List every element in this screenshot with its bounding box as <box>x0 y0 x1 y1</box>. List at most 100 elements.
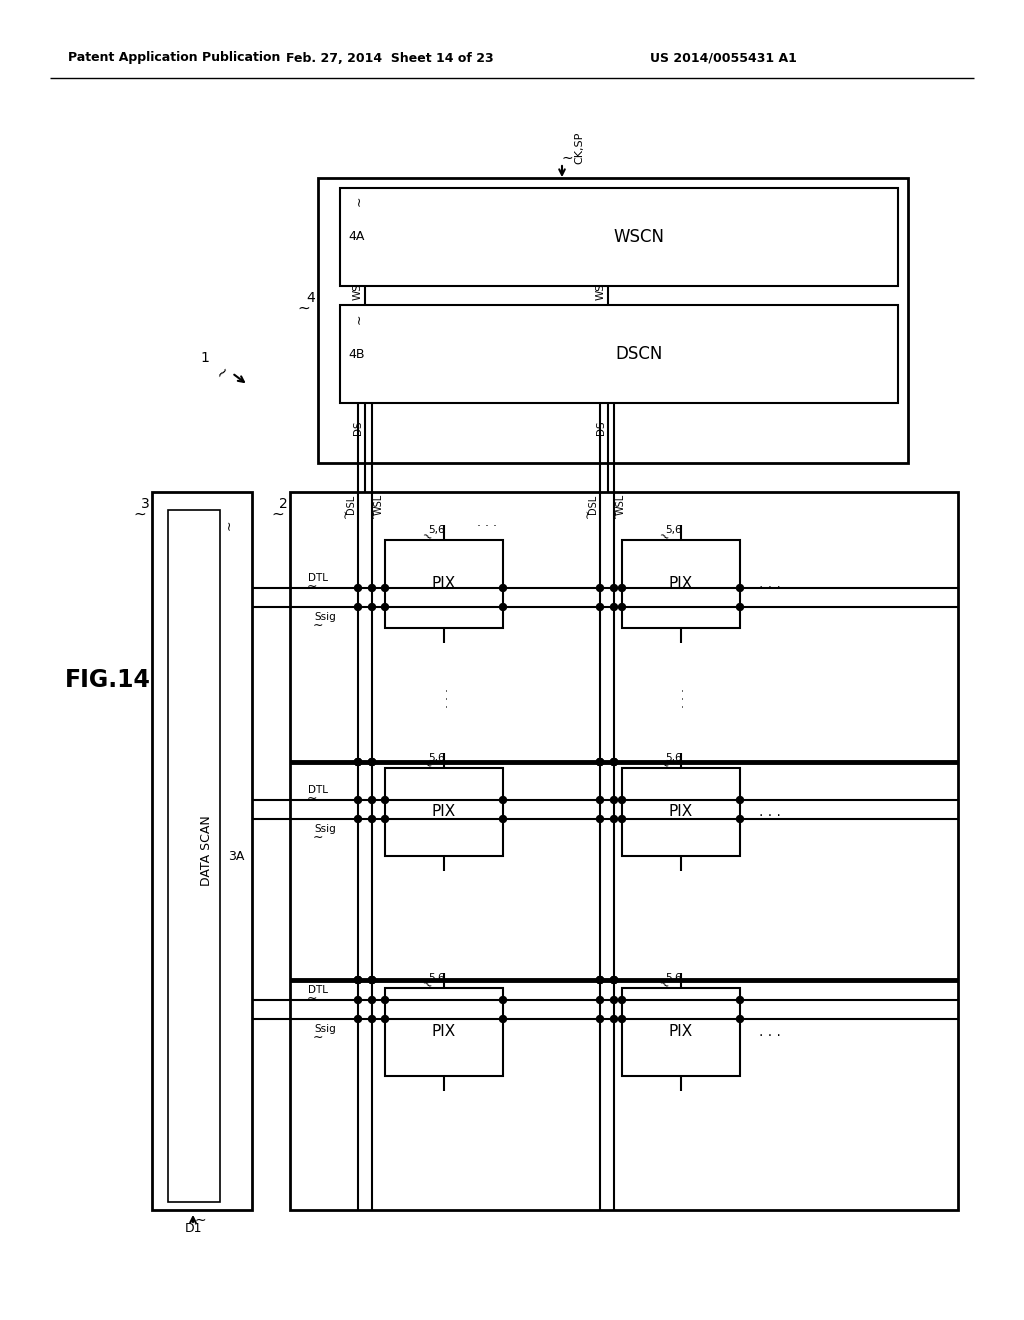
Text: ∼: ∼ <box>307 792 317 804</box>
Circle shape <box>369 585 376 591</box>
Circle shape <box>736 1015 743 1023</box>
Circle shape <box>736 997 743 1003</box>
Text: 4A: 4A <box>348 231 365 243</box>
Circle shape <box>597 585 603 591</box>
Text: PIX: PIX <box>432 577 456 591</box>
Circle shape <box>736 585 743 591</box>
Text: Ssig: Ssig <box>314 1024 336 1034</box>
Text: ∼: ∼ <box>307 579 317 593</box>
Text: DS: DS <box>353 421 362 436</box>
Circle shape <box>610 759 617 766</box>
Text: 5,6: 5,6 <box>665 525 682 535</box>
Text: ∼: ∼ <box>561 150 572 165</box>
Text: 2: 2 <box>280 498 288 511</box>
Text: ∼: ∼ <box>583 508 593 517</box>
Circle shape <box>597 796 603 804</box>
Circle shape <box>597 759 603 766</box>
Circle shape <box>597 603 603 610</box>
Bar <box>622 987 740 1076</box>
Circle shape <box>369 603 376 610</box>
Circle shape <box>736 603 743 610</box>
Circle shape <box>382 603 388 610</box>
Text: Feb. 27, 2014  Sheet 14 of 23: Feb. 27, 2014 Sheet 14 of 23 <box>286 51 494 65</box>
Circle shape <box>369 1015 376 1023</box>
Text: US 2014/0055431 A1: US 2014/0055431 A1 <box>650 51 797 65</box>
Text: CK,SP: CK,SP <box>574 132 584 164</box>
Circle shape <box>369 759 376 766</box>
Text: Ssig: Ssig <box>314 824 336 834</box>
Circle shape <box>354 977 361 983</box>
Circle shape <box>354 997 361 1003</box>
Circle shape <box>618 585 626 591</box>
Text: DSL: DSL <box>346 495 356 513</box>
Circle shape <box>610 977 617 983</box>
Circle shape <box>597 1015 603 1023</box>
Circle shape <box>610 816 617 822</box>
Circle shape <box>369 997 376 1003</box>
Text: DTL: DTL <box>308 573 328 583</box>
Text: . . .: . . . <box>675 688 687 708</box>
Text: DTL: DTL <box>308 985 328 995</box>
Text: PIX: PIX <box>669 804 693 820</box>
Text: ∼: ∼ <box>212 362 231 381</box>
Circle shape <box>610 1015 617 1023</box>
Bar <box>340 305 898 403</box>
Text: FIG.14: FIG.14 <box>66 668 151 692</box>
Text: DS: DS <box>596 421 606 436</box>
Text: 5,6: 5,6 <box>428 525 444 535</box>
Text: Patent Application Publication: Patent Application Publication <box>68 51 281 65</box>
Text: PIX: PIX <box>432 1024 456 1040</box>
Text: ∼: ∼ <box>419 977 434 993</box>
Circle shape <box>500 997 507 1003</box>
Circle shape <box>369 977 376 983</box>
Circle shape <box>382 585 388 591</box>
Text: 1: 1 <box>201 351 210 366</box>
Circle shape <box>500 796 507 804</box>
Circle shape <box>736 796 743 804</box>
Text: PIX: PIX <box>669 1024 693 1040</box>
Text: DSL: DSL <box>588 495 598 513</box>
Text: ∼: ∼ <box>655 529 671 545</box>
Text: ∼: ∼ <box>419 529 434 545</box>
Circle shape <box>354 977 361 983</box>
Circle shape <box>597 997 603 1003</box>
Circle shape <box>369 796 376 804</box>
Text: . . .: . . . <box>759 577 781 591</box>
Circle shape <box>354 816 361 822</box>
Text: . . .: . . . <box>759 1026 781 1039</box>
Circle shape <box>354 759 361 766</box>
Text: PIX: PIX <box>432 804 456 820</box>
Text: DTL: DTL <box>308 785 328 795</box>
Circle shape <box>610 759 617 766</box>
Circle shape <box>597 759 603 766</box>
Circle shape <box>354 603 361 610</box>
Text: ∼: ∼ <box>312 830 324 843</box>
Text: . . .: . . . <box>477 516 497 528</box>
Circle shape <box>610 997 617 1003</box>
Text: ∼: ∼ <box>312 1031 324 1044</box>
Text: D1: D1 <box>184 1221 202 1234</box>
Text: DSCN: DSCN <box>615 345 663 363</box>
Text: ∼: ∼ <box>353 195 366 206</box>
Circle shape <box>618 1015 626 1023</box>
Text: 5,6: 5,6 <box>428 752 444 763</box>
Bar <box>290 492 958 1210</box>
Text: ∼: ∼ <box>341 508 351 517</box>
Circle shape <box>354 977 361 983</box>
Text: ∼: ∼ <box>133 507 146 521</box>
Circle shape <box>597 759 603 766</box>
Text: . . .: . . . <box>437 688 451 708</box>
Text: ∼: ∼ <box>297 301 310 315</box>
Text: ∼: ∼ <box>369 508 379 517</box>
Text: ∼: ∼ <box>611 508 621 517</box>
Circle shape <box>500 603 507 610</box>
Circle shape <box>369 759 376 766</box>
Text: WSL: WSL <box>374 494 384 515</box>
Text: Ssig: Ssig <box>314 612 336 622</box>
Circle shape <box>610 603 617 610</box>
Text: ∼: ∼ <box>312 619 324 631</box>
Text: 3: 3 <box>141 498 150 511</box>
Text: DATA SCAN: DATA SCAN <box>201 816 213 886</box>
Bar <box>385 540 503 628</box>
Text: PIX: PIX <box>669 577 693 591</box>
